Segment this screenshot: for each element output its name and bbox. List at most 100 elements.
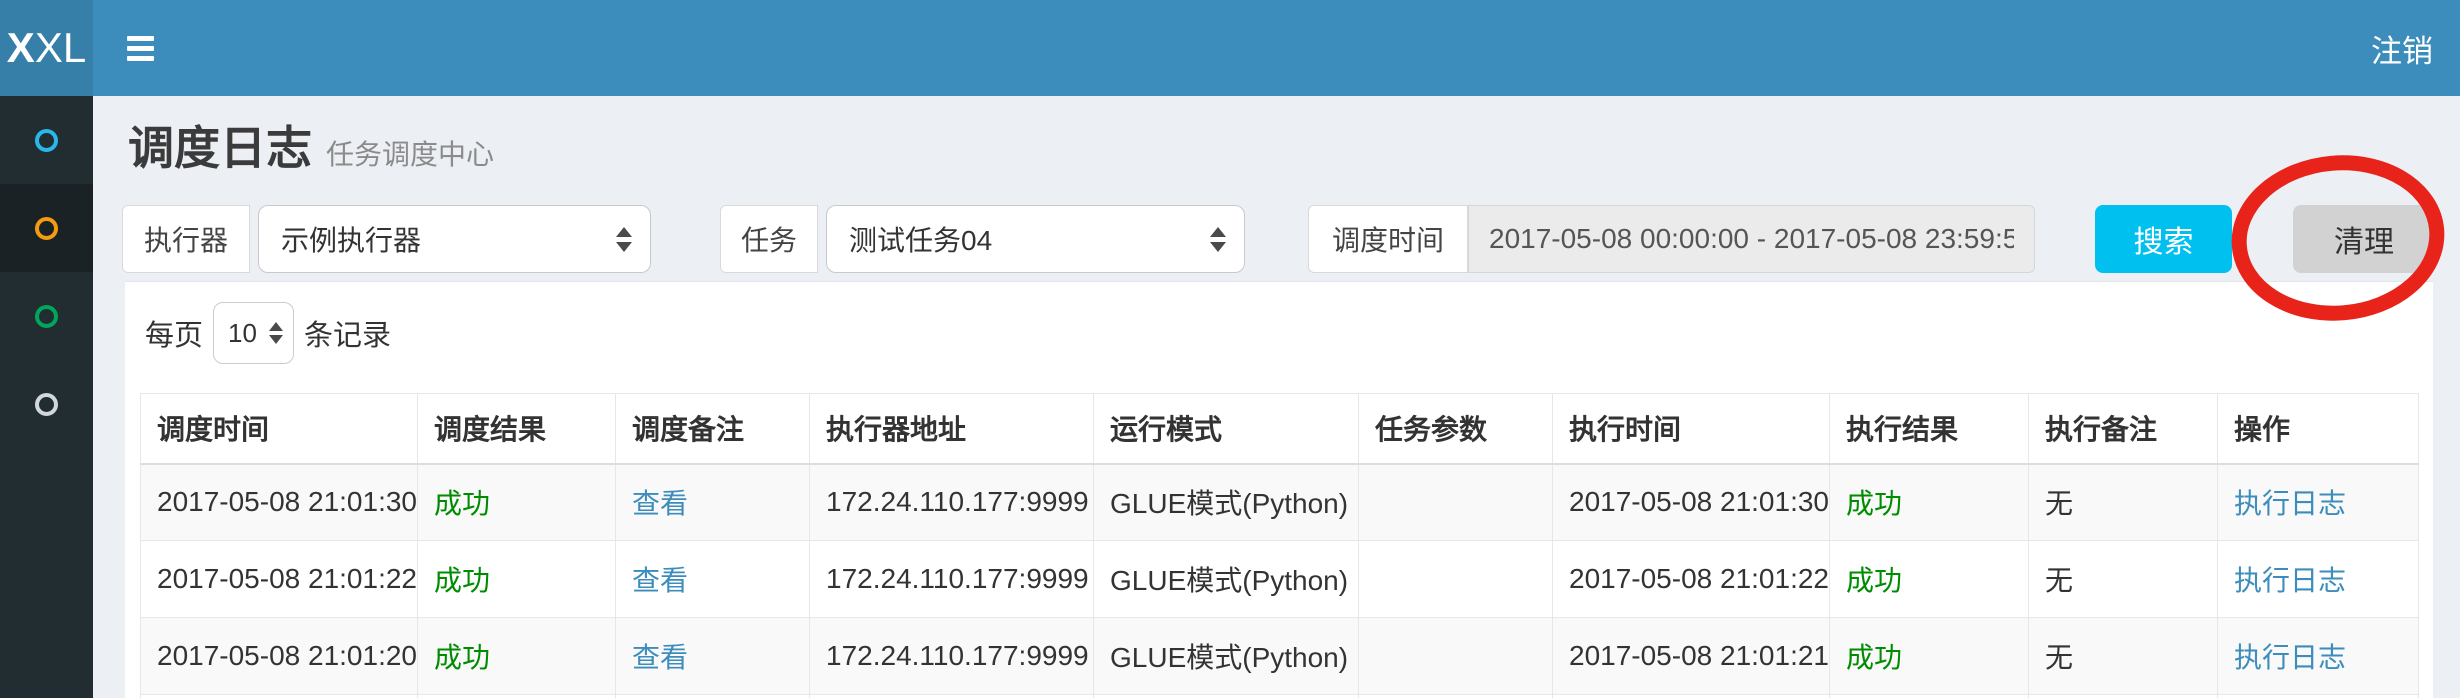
cell-executor_address: 172.24.110.177:9999 (809, 540, 1094, 618)
sidebar-toggle-button[interactable] (108, 0, 172, 96)
sidebar-menu-item-4[interactable] (0, 360, 93, 448)
hamburger-icon (126, 35, 154, 41)
cell-job_param (1358, 694, 1553, 698)
cell-trigger_result: 成功 (417, 617, 616, 695)
table-row: 2017-05-08 21:01:20 成功 查看 172.24.110.177:99… (140, 617, 2419, 695)
cell-text-handle_msg: 无 (2045, 565, 2074, 596)
cell-handle_result (1829, 694, 2029, 698)
select-stepper-icon (269, 322, 284, 344)
cell-handle_time: 2017-05-08 21:01:22 (1552, 540, 1830, 618)
cell-text-trigger_time: 2017-05-08 21:01:20 (157, 640, 417, 671)
cell-handle_result: 成功 (1829, 540, 2029, 618)
search-button[interactable]: 搜索 (2095, 205, 2232, 273)
table-row: 2017-05-08 21:01:30 成功 查看 172.24.110.177:99… (140, 463, 2419, 541)
cell-text-run_mode: GLUE模式(Python) (1110, 488, 1349, 520)
cell-text-handle_time: 2017-05-08 21:01:22 (1569, 563, 1829, 594)
cell-text-executor_address: 172.24.110.177:9999 (826, 640, 1089, 671)
cell-action: 执行日志 (2217, 463, 2419, 541)
cell-trigger_msg: 查看 (615, 540, 810, 618)
page-size-control: 每页 10 条记录 (145, 302, 391, 364)
hamburger-icon (126, 55, 154, 61)
cell-handle_time: 2017-05-08 21:01:21 (1552, 617, 1830, 695)
cell-handle_msg: 无 (2028, 463, 2218, 541)
execute-log-link[interactable]: 执行日志 (2234, 488, 2347, 520)
execute-log-link[interactable]: 执行日志 (2234, 565, 2347, 596)
view-msg-link[interactable]: 查看 (632, 565, 689, 596)
cell-handle_result: 成功 (1829, 617, 2029, 695)
cell-run_mode: GLUE模式(Python) (1093, 463, 1359, 541)
clear-button[interactable]: 清理 (2293, 205, 2435, 273)
column-header-handle_result: 执行结果 (1829, 393, 2029, 465)
cell-trigger_result (417, 694, 616, 698)
app-logo-bold: X (6, 24, 35, 71)
cell-executor_address: 172.24.110.177:9999 (809, 463, 1094, 541)
cell-trigger_result: 成功 (417, 540, 616, 618)
page-subtitle: 任务调度中心 (326, 139, 495, 170)
main-content: 调度日志 任务调度中心 执行器 示例执行器 任务 测试任务04 调度时间 搜索 … (93, 96, 2460, 698)
cell-trigger_result: 成功 (417, 463, 616, 541)
select-stepper-icon (1210, 226, 1226, 252)
status-text-trigger_result: 成功 (434, 642, 491, 673)
cell-job_param (1358, 540, 1553, 618)
trigger-time-filter-label: 调度时间 (1308, 205, 1468, 273)
page-size-select[interactable]: 10 (213, 302, 295, 364)
circle-o-icon (35, 216, 58, 240)
view-msg-link[interactable]: 查看 (632, 642, 689, 673)
top-navbar: X XL 注销 (0, 0, 2460, 96)
cell-trigger_time: 2017-05-08 21:01:30 (140, 463, 418, 541)
table-header-row: 调度时间 调度结果 调度备注 执行器地址 运行模式 任务参数 执行时间 执行结果 执行备注 操作 (140, 393, 2419, 465)
cell-trigger_time: 2017-05-08 21:01:22 (140, 540, 418, 618)
app-logo[interactable]: X XL (0, 0, 93, 96)
cell-text-trigger_time: 2017-05-08 21:01:22 (157, 563, 417, 594)
status-text-handle_result: 成功 (1846, 565, 1903, 596)
cell-text-executor_address: 172.24.110.177:9999 (826, 486, 1089, 518)
cell-trigger_time (140, 694, 418, 698)
column-header-trigger_result: 调度结果 (417, 393, 616, 465)
select-stepper-icon (616, 226, 632, 252)
cell-executor_address: 172.24.110.177:9999 (809, 617, 1094, 695)
logout-link[interactable]: 注销 (2371, 33, 2433, 69)
page-header: 调度日志 任务调度中心 (128, 112, 494, 178)
cell-handle_msg: 无 (2028, 617, 2218, 695)
trigger-time-range-input[interactable] (1468, 205, 2035, 273)
column-header-job_param: 任务参数 (1358, 393, 1553, 465)
execute-log-link[interactable]: 执行日志 (2234, 642, 2347, 673)
schedule-log-table: 调度时间 调度结果 调度备注 执行器地址 运行模式 任务参数 执行时间 执行结果 执行备注 操作 … (140, 393, 2419, 698)
circle-o-icon (35, 128, 58, 152)
cell-handle_time: 2017-05-08 21:01:30 (1552, 463, 1830, 541)
status-text-trigger_result: 成功 (434, 488, 491, 520)
table-row-partial (140, 694, 2419, 698)
cell-trigger_msg (615, 694, 810, 698)
cell-text-handle_time: 2017-05-08 21:01:30 (1569, 486, 1829, 518)
cell-handle_msg: 无 (2028, 540, 2218, 618)
sidebar-menu-item-2[interactable] (0, 184, 93, 272)
cell-trigger_time: 2017-05-08 21:01:20 (140, 617, 418, 695)
cell-text-run_mode: GLUE模式(Python) (1110, 565, 1349, 596)
cell-text-handle_time: 2017-05-08 21:01:21 (1569, 640, 1829, 671)
column-header-executor_address: 执行器地址 (809, 393, 1094, 465)
cell-executor_address (809, 694, 1094, 698)
cell-run_mode (1093, 694, 1359, 698)
status-text-trigger_result: 成功 (434, 565, 491, 596)
cell-handle_msg (2028, 694, 2218, 698)
cell-text-executor_address: 172.24.110.177:9999 (826, 563, 1089, 594)
job-select[interactable]: 测试任务04 (826, 205, 1245, 273)
page-size-value: 10 (228, 317, 257, 348)
cell-run_mode: GLUE模式(Python) (1093, 617, 1359, 695)
column-header-trigger_time: 调度时间 (140, 393, 418, 465)
column-header-handle_time: 执行时间 (1552, 393, 1830, 465)
sidebar-menu-item-3[interactable] (0, 272, 93, 360)
app-logo-rest: XL (34, 24, 87, 71)
sidebar-menu-item-1[interactable] (0, 96, 93, 184)
circle-o-icon (35, 304, 58, 328)
page-title: 调度日志 (128, 122, 312, 174)
executor-select[interactable]: 示例执行器 (258, 205, 651, 273)
cell-action (2217, 694, 2419, 698)
view-msg-link[interactable]: 查看 (632, 488, 689, 520)
filter-bar: 执行器 示例执行器 任务 测试任务04 调度时间 搜索 清理 (122, 205, 2435, 273)
executor-select-value: 示例执行器 (281, 225, 422, 256)
column-header-action: 操作 (2217, 393, 2419, 465)
executor-filter-label: 执行器 (122, 205, 250, 273)
circle-o-icon (35, 392, 58, 416)
job-filter-label: 任务 (720, 205, 818, 273)
